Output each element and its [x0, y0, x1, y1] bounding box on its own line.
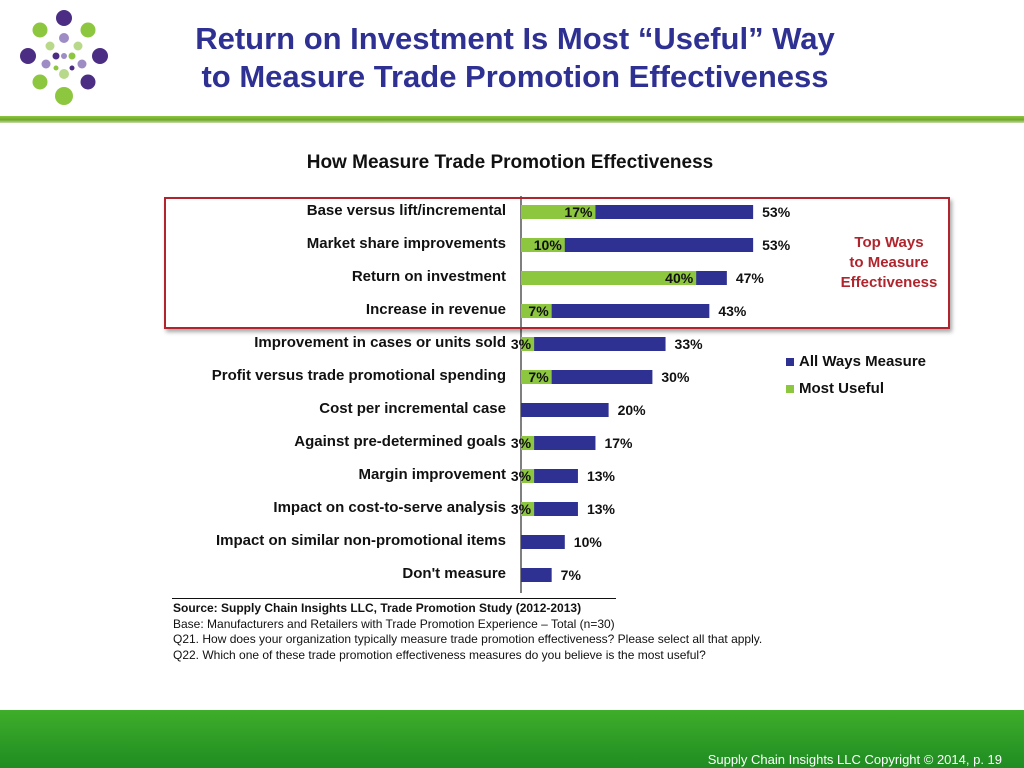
- data-label-all-ways: 13%: [587, 501, 616, 517]
- data-label-all-ways: 20%: [618, 402, 647, 418]
- data-label-all-ways: 43%: [718, 303, 747, 319]
- category-label: Improvement in cases or units sold: [254, 334, 506, 351]
- bar-most-useful: [521, 502, 535, 516]
- top-ways-highlight-box: [164, 197, 950, 329]
- data-label-all-ways: 7%: [561, 567, 582, 583]
- question-22-line: Q22. Which one of these trade promotion …: [173, 647, 706, 662]
- category-label: Cost per incremental case: [319, 400, 506, 417]
- category-label: Don't measure: [402, 565, 506, 582]
- callout-line-1: Top Ways: [854, 234, 924, 251]
- slide-title-line-2: to Measure Trade Promotion Effectiveness: [201, 59, 829, 94]
- bar-all-ways: [521, 370, 653, 384]
- data-label-all-ways: 10%: [574, 534, 603, 550]
- category-label: Impact on similar non-promotional items: [215, 532, 506, 549]
- data-label-most-useful: 17%: [564, 204, 593, 220]
- bar-most-useful: [521, 436, 535, 450]
- bar-all-ways: [521, 436, 596, 450]
- question-21-line: Q21. How does your organization typicall…: [173, 632, 763, 646]
- bar-all-ways: [521, 469, 578, 483]
- bar-all-ways: [521, 304, 710, 318]
- data-label-all-ways: 30%: [661, 369, 690, 385]
- data-label-most-useful: 3%: [511, 336, 532, 352]
- bar-most-useful: [521, 469, 535, 483]
- bar-all-ways: [521, 403, 609, 417]
- data-label-all-ways: 13%: [587, 468, 616, 484]
- legend-item-all-ways: All Ways Measure: [786, 348, 926, 375]
- bar-all-ways: [521, 568, 552, 582]
- category-label: Impact on cost-to-serve analysis: [273, 499, 506, 516]
- data-label-most-useful: 3%: [511, 501, 532, 517]
- source-divider: [172, 598, 616, 599]
- category-label: Increase in revenue: [365, 301, 506, 318]
- legend-item-most-useful: Most Useful: [786, 375, 926, 402]
- category-label: Return on investment: [351, 268, 506, 285]
- bar-most-useful: [521, 238, 565, 252]
- bar-most-useful: [521, 271, 697, 285]
- slide-title-line-1: Return on Investment Is Most “Useful” Wa…: [195, 21, 835, 56]
- data-label-most-useful: 7%: [528, 369, 549, 385]
- data-label-all-ways: 53%: [762, 204, 791, 220]
- callout-line-2: to Measure: [849, 254, 929, 271]
- chart-legend: All Ways Measure Most Useful: [786, 348, 926, 402]
- bar-most-useful: [521, 370, 552, 384]
- legend-swatch-all-ways: [786, 357, 794, 366]
- category-label: Margin improvement: [358, 466, 506, 483]
- title-divider: [0, 116, 1024, 123]
- bar-most-useful: [521, 205, 596, 219]
- data-label-most-useful: 3%: [511, 468, 532, 484]
- category-label: Against pre-determined goals: [294, 433, 506, 450]
- bar-all-ways: [521, 238, 754, 252]
- legend-label-most-useful: Most Useful: [799, 380, 885, 397]
- category-label: Profit versus trade promotional spending: [211, 367, 506, 384]
- data-label-all-ways: 33%: [675, 336, 704, 352]
- logo-dots: [20, 10, 108, 105]
- data-label-most-useful: 7%: [528, 303, 549, 319]
- footer-band: [0, 710, 1024, 768]
- bar-most-useful: [521, 304, 552, 318]
- slide-title: Return on Investment Is Most “Useful” Wa…: [150, 20, 880, 96]
- bar-most-useful: [521, 337, 535, 351]
- bar-all-ways: [521, 502, 578, 516]
- legend-swatch-most-useful: [786, 384, 794, 393]
- data-label-most-useful: 40%: [665, 270, 694, 286]
- top-ways-callout: Top Ways to Measure Effectiveness: [828, 233, 950, 293]
- bar-all-ways: [521, 535, 565, 549]
- data-label-all-ways: 17%: [604, 435, 633, 451]
- source-line: Source: Supply Chain Insights LLC, Trade…: [173, 601, 582, 615]
- base-line: Base: Manufacturers and Retailers with T…: [173, 616, 615, 631]
- bar-all-ways: [521, 337, 666, 351]
- data-label-all-ways: 47%: [736, 270, 765, 286]
- chart-title: How Measure Trade Promotion Effectivenes…: [306, 152, 714, 173]
- data-label-all-ways: 53%: [762, 237, 791, 253]
- data-label-most-useful: 10%: [534, 237, 563, 253]
- source-notes: Source: Supply Chain Insights LLC, Trade…: [173, 601, 762, 663]
- category-label: Market share improvements: [306, 235, 506, 252]
- company-logo: [20, 10, 108, 105]
- callout-line-3: Effectiveness: [840, 274, 938, 291]
- data-label-most-useful: 3%: [511, 435, 532, 451]
- category-label: Base versus lift/incremental: [306, 202, 506, 219]
- legend-label-all-ways: All Ways Measure: [799, 353, 926, 370]
- footer-copyright: Supply Chain Insights LLC Copyright © 20…: [707, 752, 1002, 767]
